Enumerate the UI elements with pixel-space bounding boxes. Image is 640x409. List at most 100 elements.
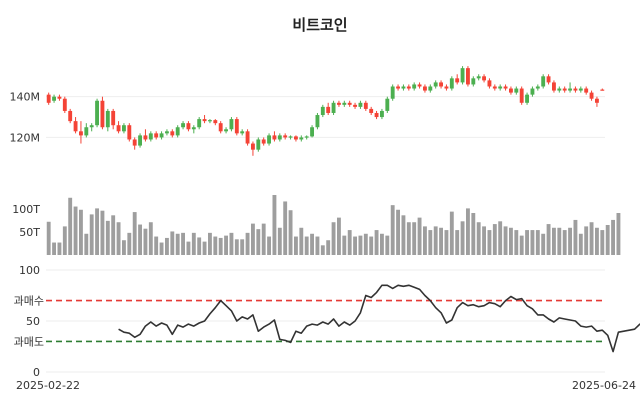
candle	[181, 121, 185, 130]
candle	[148, 131, 153, 142]
candle	[595, 96, 599, 107]
candle-body	[331, 102, 336, 113]
candle-body	[455, 78, 460, 83]
volume-bar	[578, 233, 583, 255]
volume-bar	[471, 213, 476, 255]
candle	[525, 92, 529, 105]
candle-body	[546, 76, 551, 83]
volume-bar	[122, 240, 126, 255]
candle	[584, 86, 589, 95]
volume-bar	[552, 227, 556, 255]
candle-body	[492, 86, 497, 89]
volume-bar	[492, 224, 497, 255]
candle	[482, 74, 486, 83]
candle-body	[315, 115, 320, 128]
candle	[401, 84, 406, 91]
volume-bar	[428, 230, 433, 255]
candle	[546, 74, 551, 85]
candle	[487, 78, 492, 89]
candle	[358, 100, 363, 109]
volume-bar	[487, 230, 492, 255]
candle-body	[562, 88, 567, 91]
volume-bar	[342, 235, 347, 255]
candle-body	[385, 98, 390, 111]
candle	[100, 96, 105, 130]
candle	[138, 133, 142, 148]
candle	[213, 119, 218, 126]
volume-bar	[380, 233, 384, 255]
volume-bar	[363, 233, 368, 255]
candle-body	[358, 102, 363, 107]
volume-bar	[105, 220, 110, 255]
candle-body	[396, 86, 400, 89]
volume-bar	[557, 227, 562, 255]
volume-bar	[154, 236, 159, 255]
candle-body	[256, 139, 261, 150]
volume-bar	[449, 211, 454, 255]
volume-bar	[159, 242, 164, 255]
candle-body	[519, 88, 524, 103]
candle	[455, 74, 460, 85]
volume-bar	[406, 222, 411, 255]
price-tick-label: 140M	[10, 91, 41, 104]
candle-body	[509, 88, 513, 93]
candle-body	[428, 86, 433, 91]
candle	[79, 121, 83, 144]
volume-bar	[498, 221, 503, 255]
x-start-date: 2025-02-22	[16, 379, 80, 392]
candle-body	[197, 119, 202, 128]
candle-body	[208, 120, 212, 122]
volume-bar	[175, 233, 180, 255]
candle	[562, 86, 567, 93]
candle-body	[127, 125, 132, 140]
candle	[89, 123, 94, 132]
volume-bar	[191, 232, 196, 255]
candle-body	[181, 123, 185, 128]
candle	[68, 108, 73, 124]
candle-body	[68, 110, 73, 122]
volume-bar	[229, 232, 234, 255]
volume-bar	[337, 217, 341, 255]
candle	[127, 123, 132, 142]
candle	[396, 84, 400, 91]
volume-bar	[132, 212, 137, 255]
candle	[535, 84, 540, 91]
candle	[568, 82, 572, 93]
candle-body	[294, 136, 298, 140]
candle-body	[541, 76, 546, 87]
candle	[288, 135, 293, 140]
candle	[197, 117, 202, 130]
candle	[541, 74, 546, 89]
candle-body	[337, 102, 341, 105]
volume-bar	[208, 232, 212, 255]
candle-body	[95, 100, 99, 126]
candle	[304, 135, 309, 140]
volume-bar	[79, 209, 83, 255]
candle-body	[218, 123, 223, 132]
candle-body	[224, 129, 228, 132]
rsi-threshold-label: 과매수	[14, 295, 44, 308]
volume-bar	[455, 230, 460, 255]
candle-body	[423, 86, 427, 91]
candle	[503, 84, 508, 91]
candle-body	[449, 78, 454, 89]
candle-body	[175, 127, 180, 136]
candle	[159, 131, 164, 140]
candle	[111, 108, 116, 130]
volume-bar	[466, 208, 470, 255]
candle	[439, 80, 443, 89]
volume-bar	[170, 231, 175, 255]
candle	[600, 88, 605, 91]
candle	[261, 137, 266, 146]
volume-bar	[224, 235, 228, 255]
candle	[218, 121, 223, 134]
volume-bar	[584, 226, 589, 255]
candle-body	[304, 136, 309, 138]
candle-body	[552, 82, 556, 91]
volume-bar	[62, 226, 67, 255]
volume-bar	[605, 225, 610, 255]
volume-bar	[600, 230, 605, 255]
volume-bar	[310, 233, 314, 255]
volume-bar	[100, 210, 105, 255]
candle-body	[390, 86, 395, 99]
